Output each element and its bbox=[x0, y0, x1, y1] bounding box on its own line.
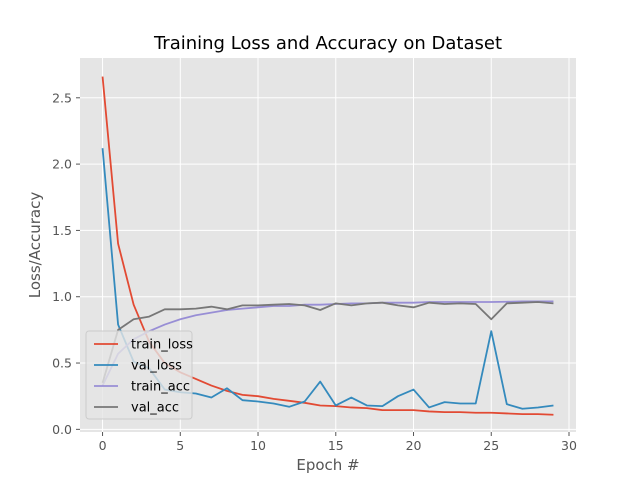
legend-label-val-acc: val_acc bbox=[131, 401, 179, 416]
y-axis-label: Loss/Accuracy bbox=[26, 192, 44, 299]
series-line-train-acc bbox=[101, 300, 554, 386]
chart-title: Training Loss and Accuracy on Dataset bbox=[153, 33, 502, 54]
grid-lines bbox=[80, 58, 576, 432]
x-tick-label: 5 bbox=[176, 438, 184, 453]
x-axis-label: Epoch # bbox=[296, 456, 359, 474]
legend-label-train-loss: train_loss bbox=[131, 338, 193, 353]
y-tick-label: 0.0 bbox=[52, 422, 72, 437]
y-tick-label: 0.5 bbox=[52, 356, 72, 371]
legend-label-val-loss: val_loss bbox=[131, 359, 182, 374]
x-tick-label: 30 bbox=[561, 438, 577, 453]
y-tick-label: 1.0 bbox=[52, 289, 72, 304]
legend: train_loss val_loss train_acc val_acc bbox=[85, 330, 193, 420]
y-tick-label: 2.0 bbox=[52, 157, 72, 172]
x-tick-label: 15 bbox=[328, 438, 344, 453]
legend-label-train-acc: train_acc bbox=[131, 380, 190, 395]
series-line-val-acc bbox=[101, 301, 554, 384]
y-tick-label: 2.5 bbox=[52, 90, 72, 105]
x-tick-label: 0 bbox=[99, 438, 107, 453]
x-tick-label: 20 bbox=[406, 438, 422, 453]
x-tick-label: 25 bbox=[483, 438, 499, 453]
x-tick-label: 10 bbox=[250, 438, 266, 453]
axis-ticks: 0 5 10 15 20 25 30 0.0 0.5 1.0 1.5 2.0 2.5 bbox=[52, 90, 577, 453]
legend-box bbox=[85, 330, 193, 420]
y-tick-label: 1.5 bbox=[52, 223, 72, 238]
